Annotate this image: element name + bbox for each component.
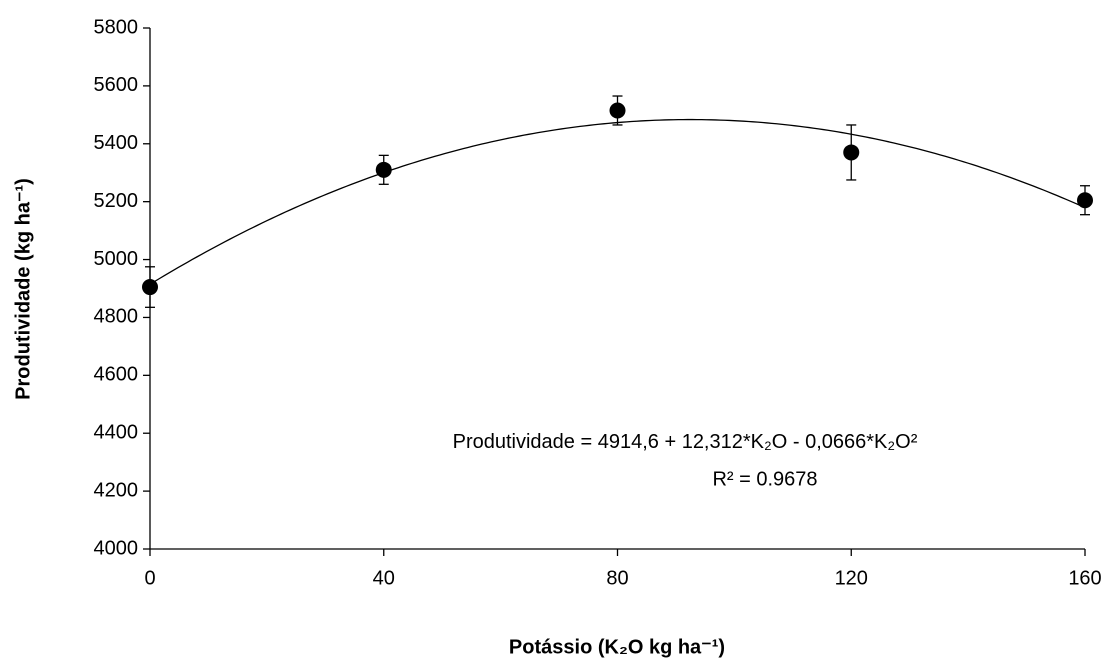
point — [1077, 192, 1093, 209]
x-tick-label: 40 — [373, 567, 395, 589]
y-tick-label: 4600 — [94, 364, 139, 386]
x-tick-label: 160 — [1068, 567, 1101, 589]
equation-term: - 0,0666*K₂O² — [793, 431, 918, 453]
y-tick-label: 5000 — [94, 248, 139, 270]
y-tick-label: 4400 — [94, 422, 139, 444]
r-squared: R² = 0.9678 — [712, 468, 817, 490]
equation-lhs: Produtividade = — [453, 431, 593, 453]
y-tick-label: 4000 — [94, 537, 139, 559]
x-tick-label: 80 — [606, 567, 628, 589]
y-axis-title: Produtividade (kg ha⁻¹) — [12, 178, 34, 400]
equation: Produtividade = 4914,6 + 12,312*K₂O - 0,… — [453, 431, 918, 453]
y-tick-label: 5800 — [94, 16, 139, 38]
y-tick-label: 5400 — [94, 132, 139, 154]
x-axis-title: Potássio (K₂O kg ha⁻¹) — [509, 636, 725, 658]
y-tick-label: 4200 — [94, 479, 139, 501]
equation-term: 4914,6 — [598, 431, 659, 453]
point — [375, 161, 392, 178]
y-tick-label: 5200 — [94, 190, 139, 212]
trendline — [149, 118, 1086, 285]
x-tick-label: 0 — [144, 567, 155, 589]
x-tick-label: 120 — [835, 567, 868, 589]
equation-term: + 12,312*K₂O — [664, 431, 787, 453]
y-tick-label: 4800 — [94, 306, 139, 328]
y-tick-label: 5600 — [94, 74, 139, 96]
point — [142, 279, 158, 296]
point — [843, 144, 860, 161]
point — [609, 102, 626, 119]
